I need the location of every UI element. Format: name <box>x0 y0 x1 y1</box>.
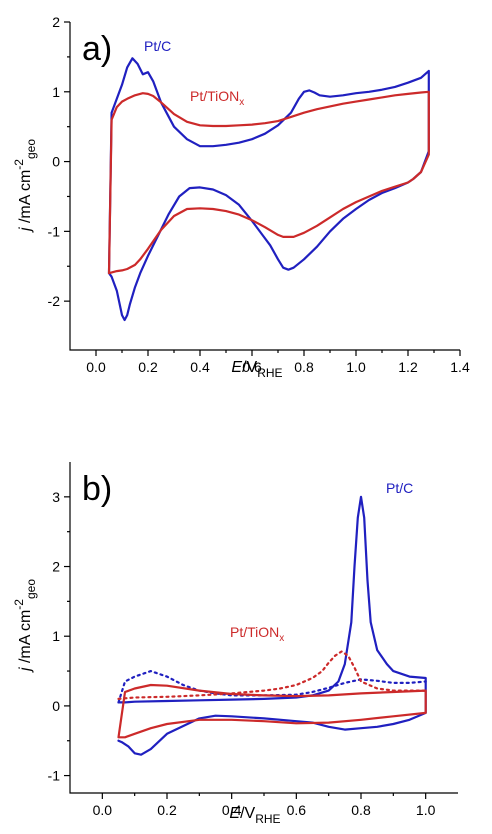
x-tick-label: 0.6 <box>242 359 262 375</box>
x-tick-label: 1.4 <box>450 359 470 375</box>
series-line-1-3 <box>117 650 427 701</box>
x-tick-label: 0.4 <box>222 802 242 818</box>
y-tick-label: 3 <box>52 489 60 505</box>
x-tick-label: 0.4 <box>190 359 210 375</box>
series-line-0-1 <box>107 90 430 275</box>
panel-a-chart: a) Pt/C Pt/TiONx 0.0 0.2 0.4 0.6 0.8 1.0 1.2 1.… <box>12 14 470 380</box>
x-tick-label: 1.0 <box>416 802 436 818</box>
panel-b-label: b) <box>82 470 112 508</box>
x-tick-label: 0.0 <box>93 802 113 818</box>
panel-a-label: a) <box>82 30 112 68</box>
y-tick-label: -2 <box>48 293 61 309</box>
y-tick-label: 1 <box>52 628 60 644</box>
series-line-1-0 <box>117 495 427 756</box>
y-tick-label: 2 <box>52 14 60 30</box>
panel-a-label-ptc: Pt/C <box>144 38 171 54</box>
y-tick-label: -1 <box>48 768 61 784</box>
panel-b-label-ptti: Pt/TiONx <box>230 624 284 644</box>
y-tick-label: -1 <box>48 223 61 239</box>
series-line-1-2 <box>117 683 427 739</box>
panel-b-label-ptc: Pt/C <box>386 480 413 496</box>
panel-a-xlabel: E/VRHE <box>231 359 282 380</box>
x-tick-label: 0.2 <box>138 359 158 375</box>
panel-b-ylabel: j /mA cm-2geo <box>12 579 38 673</box>
x-tick-label: 1.0 <box>346 359 366 375</box>
x-tick-label: 0.8 <box>294 359 314 375</box>
y-tick-label: 2 <box>52 559 60 575</box>
y-tick-label: 0 <box>52 698 60 714</box>
panel-b-chart: b) Pt/C Pt/TiONx 0.0 0.2 0.4 0.6 0.8 1.0 -1 0 1 2… <box>12 462 458 826</box>
y-tick-label: 0 <box>52 154 60 170</box>
x-tick-label: 0.2 <box>157 802 177 818</box>
y-tick-label: 1 <box>52 84 60 100</box>
x-tick-label: 0.6 <box>287 802 307 818</box>
x-tick-label: 1.2 <box>398 359 418 375</box>
panel-a-ylabel: j /mA cm-2geo <box>12 139 38 233</box>
panel-b-xlabel: E/VRHE <box>229 805 280 826</box>
x-tick-label: 0.0 <box>86 359 106 375</box>
panel-a-label-ptti: Pt/TiONx <box>190 88 244 108</box>
x-tick-label: 0.8 <box>351 802 371 818</box>
